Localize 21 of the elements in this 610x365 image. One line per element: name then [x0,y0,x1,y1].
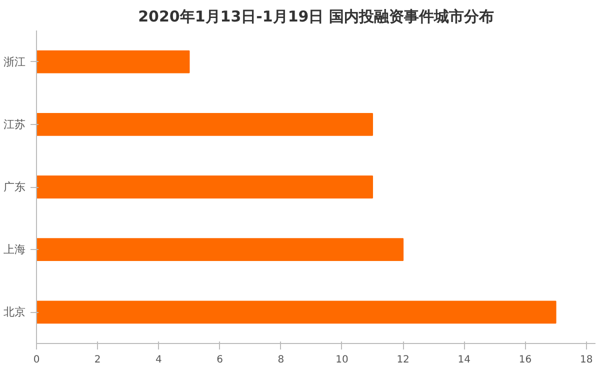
y-tick-label: 北京 [4,306,26,319]
x-tick-label: 18 [580,354,593,365]
x-tick-label: 2 [94,354,101,365]
bar [36,112,374,136]
x-tick-label: 0 [33,354,40,365]
x-tick-label: 6 [216,354,223,365]
x-tick-label: 8 [278,354,284,365]
x-tick-label: 4 [156,354,162,365]
x-tick-label: 12 [396,354,410,365]
y-tick-label: 浙江 [4,55,26,68]
bar [36,50,190,74]
y-tick-label: 江苏 [4,118,26,131]
x-tick-label: 14 [458,354,471,365]
x-tick-label: 16 [518,354,532,365]
bar [36,176,374,198]
chart-title: 2020年1月13日-1月19日 国内投融资事件城市分布 [138,8,494,26]
bar [36,238,404,262]
y-tick-label: 广东 [4,180,26,194]
x-tick-label: 10 [336,354,348,365]
y-tick-label: 上海 [4,243,26,256]
bar [36,300,556,324]
